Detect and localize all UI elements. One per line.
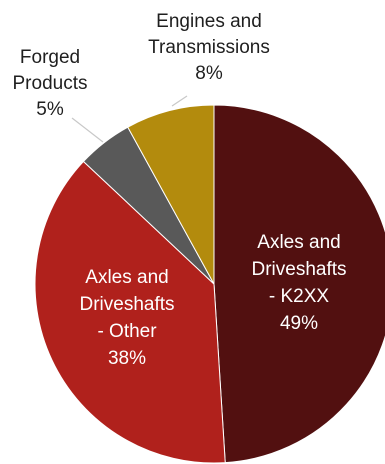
- slice-value-label: 5%: [36, 99, 64, 120]
- slice-category-line: - K2XX: [269, 286, 330, 307]
- slice-label-axles-and-driveshafts-other: Axles and Driveshafts - Other 38%: [79, 267, 174, 369]
- pie-slice-axles-and-driveshafts-other: [34, 160, 226, 464]
- leader-lines: [71, 95, 188, 143]
- pie-slice-axles-and-driveshafts-k2xx: [213, 104, 385, 464]
- slice-label-engines-and-transmissions: Engines and Transmissions 8%: [148, 11, 270, 84]
- slice-category-line: Transmissions: [148, 37, 270, 58]
- leader-line-engines-and-transmissions: [171, 95, 188, 107]
- leader-line-forged-products: [71, 117, 104, 143]
- slice-category-line: Engines and: [156, 11, 262, 32]
- pie-slice-engines-and-transmissions: [127, 104, 215, 285]
- slice-label-forged-products: Forged Products 5%: [13, 47, 88, 120]
- slice-category-line: Axles and: [257, 232, 340, 253]
- pie-slices: [34, 104, 385, 464]
- slice-value-label: 49%: [280, 313, 318, 334]
- slice-category-line: Driveshafts: [79, 294, 174, 315]
- slice-category-line: Driveshafts: [251, 259, 346, 280]
- slice-label-axles-and-driveshafts-k2xx: Axles and Driveshafts - K2XX 49%: [251, 232, 346, 334]
- slice-category-line: Axles and: [85, 267, 168, 288]
- slice-category-line: - Other: [97, 321, 157, 342]
- slice-value-label: 38%: [108, 348, 146, 369]
- slice-value-label: 8%: [195, 63, 223, 84]
- slice-category-line: Products: [13, 73, 88, 94]
- slice-category-line: Forged: [20, 47, 80, 68]
- slice-labels: Axles and Driveshafts - K2XX 49% Axles and Dr…: [13, 11, 347, 369]
